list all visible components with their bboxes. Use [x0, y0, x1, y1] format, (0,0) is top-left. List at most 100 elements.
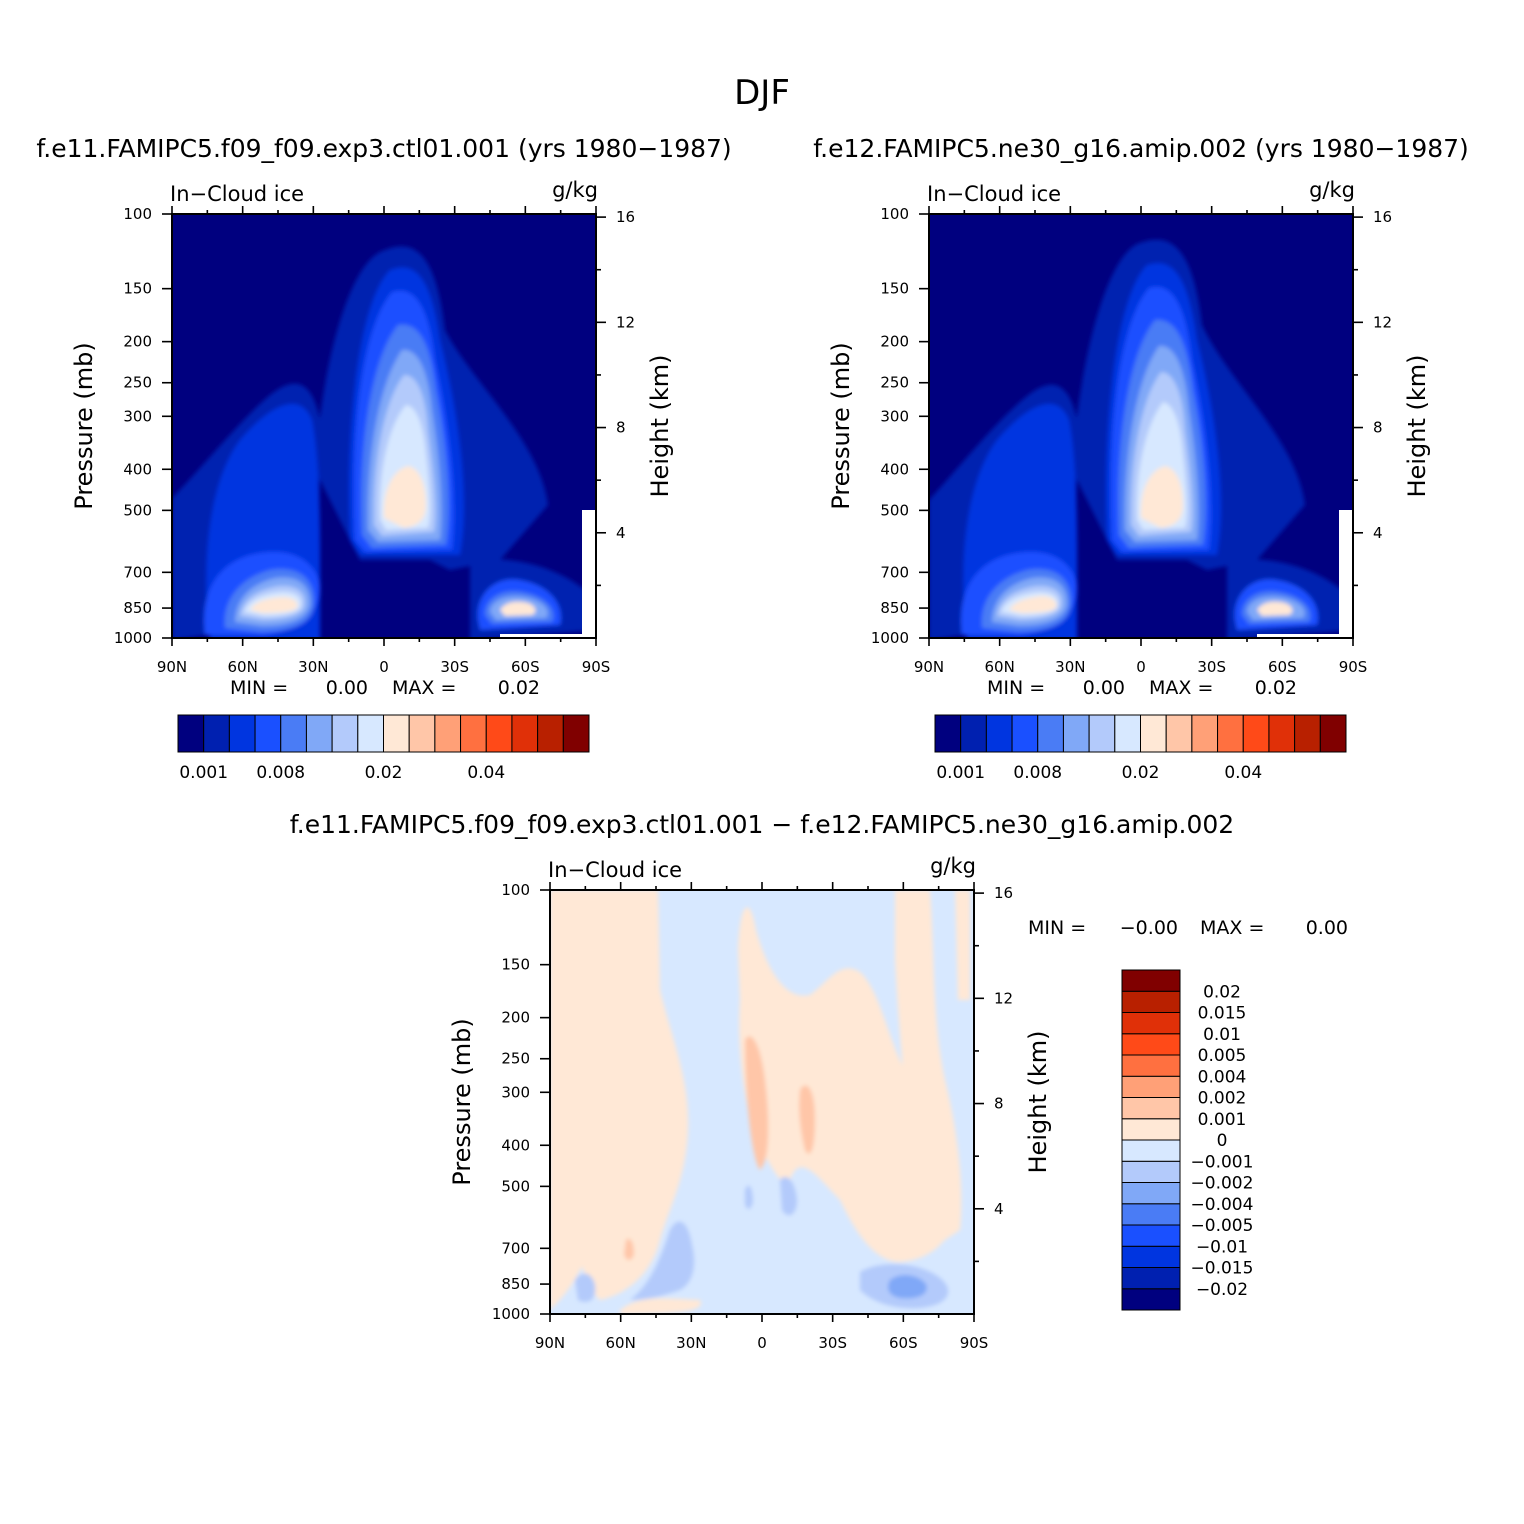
contour-level-negative: [630, 1221, 695, 1300]
x-tick-label: 90S: [960, 1334, 989, 1352]
height-axis-title: Height (km): [646, 355, 674, 498]
missing-region: [500, 634, 596, 638]
colorbar-label: 0.04: [1224, 763, 1262, 783]
y-tick-label: 200: [123, 333, 152, 351]
x-tick-label: 30N: [298, 658, 328, 676]
y-tick-label: 1000: [871, 629, 909, 647]
contour-level-negative: [575, 1273, 596, 1302]
y-tick-label: 500: [880, 501, 909, 519]
x-tick-label: 90N: [157, 658, 187, 676]
colorbar-box: [485, 714, 513, 753]
colorbar-label: 0.001: [179, 763, 228, 783]
y2-tick-label: 4: [1373, 524, 1383, 542]
panel-title: f.e12.FAMIPC5.ne30_g16.amip.002 (yrs 198…: [813, 134, 1469, 163]
colorbar-box: [1121, 1160, 1181, 1183]
colorbar-box: [1294, 714, 1321, 753]
figure-title: DJF: [734, 73, 790, 113]
pressure-axis-title: Pressure (mb): [827, 342, 855, 509]
contour-level-8: [250, 597, 298, 613]
x-tick-label: 0: [757, 1334, 767, 1352]
y-tick-label: 700: [880, 563, 909, 581]
contour-field: [172, 214, 596, 638]
colorbar-label: 0.008: [1013, 763, 1062, 783]
y2-tick-label: 8: [1373, 419, 1383, 437]
colorbar: 0.020.0150.010.0050.0040.0020.0010−0.001…: [1121, 969, 1253, 1311]
pressure-axis-title: Pressure (mb): [70, 342, 98, 509]
y-tick-label: 150: [123, 280, 152, 298]
min-label: MIN =: [987, 677, 1045, 699]
axes: 90N 60N 30N 0 30S 60S 90S 100 150 200 250 300 400 500…: [871, 205, 1392, 676]
y2-tick-label: 8: [994, 1095, 1004, 1113]
colorbar-box: [1319, 714, 1347, 753]
x-tick-label: 30S: [1197, 658, 1226, 676]
y-tick-label: 200: [880, 333, 909, 351]
y-tick-label: 300: [880, 407, 909, 425]
colorbar-box: [1242, 714, 1270, 753]
y-tick-label: 300: [123, 407, 152, 425]
colorbar-label: 0.004: [1198, 1067, 1247, 1087]
colorbar-box: [280, 714, 307, 753]
y-tick-label: 200: [501, 1009, 530, 1027]
colorbar-label: 0.04: [467, 763, 505, 783]
colorbar-box: [203, 714, 230, 753]
min-label: MIN =: [230, 677, 288, 699]
pressure-axis-title: Pressure (mb): [448, 1018, 476, 1185]
units-label: g/kg: [552, 178, 598, 202]
colorbar-box: [960, 714, 987, 753]
y2-tick-label: 4: [616, 524, 626, 542]
contour-level-positive-2: [624, 1238, 634, 1260]
panel-title: f.e11.FAMIPC5.f09_f09.exp3.ctl01.001 (yr…: [36, 134, 731, 163]
contour-level-negative-2: [888, 1275, 927, 1299]
x-tick-label: 30S: [440, 658, 469, 676]
y-tick-label: 1000: [492, 1305, 530, 1323]
colorbar-label: 0.02: [1122, 763, 1160, 783]
colorbar-label: 0.005: [1198, 1046, 1247, 1066]
colorbar-label: −0.01: [1196, 1237, 1248, 1257]
y-tick-label: 250: [880, 374, 909, 392]
min-value: −0.00: [1120, 917, 1178, 939]
colorbar-label: 0.02: [365, 763, 403, 783]
x-tick-label: 0: [1136, 658, 1146, 676]
y-tick-label: 1000: [114, 629, 152, 647]
min-label: MIN =: [1028, 917, 1086, 939]
colorbar-box: [511, 714, 539, 753]
x-tick-label: 60S: [1268, 658, 1297, 676]
contour-level-negative: [745, 1185, 753, 1209]
contour-level-positive-2: [799, 1085, 815, 1154]
x-tick-label: 60S: [511, 658, 540, 676]
y-tick-label: 300: [501, 1083, 530, 1101]
min-value: 0.00: [326, 677, 368, 699]
colorbar-box: [1088, 714, 1116, 753]
colorbar-box: [383, 714, 410, 753]
y2-tick-label: 12: [994, 989, 1013, 1007]
colorbar-box: [1121, 1075, 1181, 1098]
y-tick-label: 700: [501, 1239, 530, 1257]
colorbar-box: [985, 714, 1013, 753]
x-tick-label: 60S: [889, 1334, 918, 1352]
colorbar-box: [1121, 1203, 1181, 1226]
y-tick-label: 400: [123, 460, 152, 478]
contour-field: [929, 214, 1353, 638]
colorbar-box: [1121, 1288, 1181, 1311]
y-tick-label: 100: [123, 205, 152, 223]
contour-level-8: [1257, 601, 1293, 616]
colorbar-box: [1191, 714, 1219, 753]
colorbar-box: [1011, 714, 1039, 753]
y-tick-label: 850: [880, 599, 909, 617]
max-label: MAX =: [392, 677, 456, 699]
y-tick-label: 250: [123, 374, 152, 392]
colorbar-box: [1062, 714, 1090, 753]
colorbar-box: [562, 714, 590, 753]
y2-tick-label: 16: [994, 884, 1013, 902]
panel-amip002: f.e12.FAMIPC5.ne30_g16.amip.002 (yrs 198…: [813, 134, 1469, 783]
x-tick-label: 90S: [1339, 658, 1368, 676]
x-tick-label: 60N: [606, 1334, 636, 1352]
y-tick-label: 100: [880, 205, 909, 223]
colorbar-box: [1217, 714, 1244, 753]
colorbar-box: [1121, 1097, 1181, 1120]
contour-level-8: [1009, 596, 1057, 613]
variable-label: In−Cloud ice: [927, 182, 1061, 206]
contour-level-positive: [738, 907, 956, 1262]
colorbar-label: 0.001: [1198, 1110, 1247, 1130]
